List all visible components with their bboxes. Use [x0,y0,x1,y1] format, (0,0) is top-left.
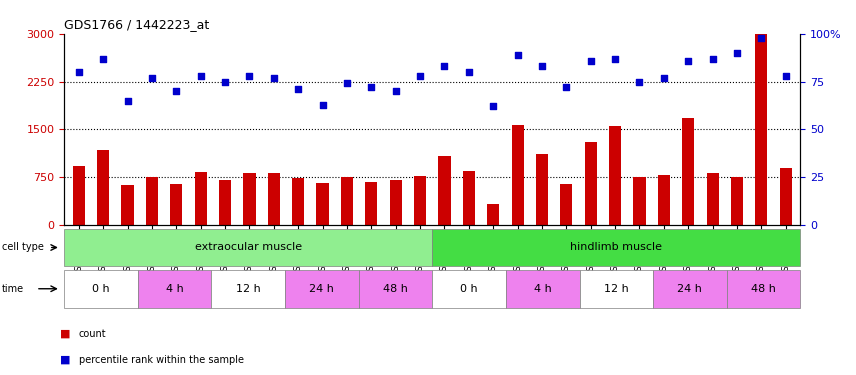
Bar [561,184,573,225]
Bar [487,204,499,225]
Point [72,69,86,75]
Text: 4 h: 4 h [534,284,551,294]
Bar [317,183,329,225]
Text: 0 h: 0 h [461,284,478,294]
Bar [585,142,597,225]
Point [413,73,427,79]
Bar [414,176,426,225]
Text: 12 h: 12 h [236,284,260,294]
Text: 48 h: 48 h [383,284,408,294]
Point [242,73,256,79]
Text: 0 h: 0 h [92,284,110,294]
Text: cell type: cell type [2,243,44,252]
Bar [633,177,645,225]
Point [511,52,525,58]
Point [754,34,768,40]
Bar [97,150,110,225]
Text: ■: ■ [60,329,70,339]
Bar [268,173,280,225]
Bar [366,182,377,225]
Text: 24 h: 24 h [309,284,335,294]
Text: count: count [79,329,106,339]
Bar [755,34,768,225]
Bar [780,168,792,225]
Bar [536,154,548,225]
Bar [512,125,524,225]
Point [657,75,671,81]
Bar [194,172,207,225]
Text: 12 h: 12 h [604,284,628,294]
Point [218,79,232,85]
Point [389,88,402,94]
Text: extraocular muscle: extraocular muscle [194,243,302,252]
Text: 24 h: 24 h [677,284,703,294]
Point [462,69,476,75]
Point [633,79,646,85]
Point [121,98,134,104]
Point [169,88,183,94]
Point [779,73,793,79]
Bar [170,184,182,225]
Text: percentile rank within the sample: percentile rank within the sample [79,355,244,365]
Point [267,75,281,81]
Bar [731,177,743,225]
Bar [219,180,231,225]
Point [535,63,549,69]
Bar [146,177,158,225]
Bar [73,166,85,225]
Point [705,56,719,62]
Point [365,84,378,90]
Point [340,81,354,87]
Bar [657,175,670,225]
Point [486,104,500,110]
Text: GDS1766 / 1442223_at: GDS1766 / 1442223_at [64,18,210,31]
Point [146,75,159,81]
Bar [438,156,450,225]
Point [584,57,597,63]
Point [437,63,451,69]
Text: 4 h: 4 h [166,284,183,294]
Bar [292,178,304,225]
Bar [243,173,256,225]
Text: 48 h: 48 h [751,284,776,294]
Point [681,57,695,63]
Point [316,102,330,108]
Point [97,56,110,62]
Bar [609,126,621,225]
Bar [341,177,353,225]
Point [291,86,305,92]
Text: ■: ■ [60,355,70,365]
Bar [682,118,694,225]
Bar [122,186,134,225]
Point [609,56,622,62]
Bar [706,173,719,225]
Text: time: time [2,284,24,294]
Point [193,73,207,79]
Point [730,50,744,56]
Bar [389,180,401,225]
Text: hindlimb muscle: hindlimb muscle [570,243,663,252]
Bar [463,171,475,225]
Point [560,84,574,90]
